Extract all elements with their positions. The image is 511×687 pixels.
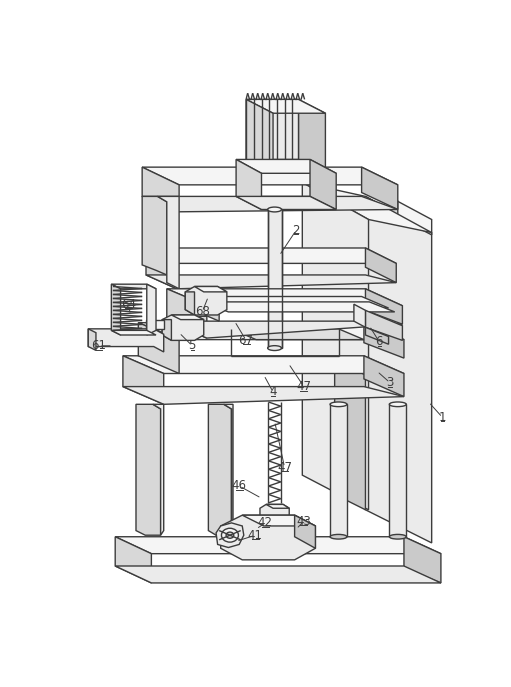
Polygon shape xyxy=(195,286,227,292)
Polygon shape xyxy=(242,515,315,526)
Polygon shape xyxy=(167,321,403,338)
Ellipse shape xyxy=(330,402,347,407)
Polygon shape xyxy=(146,248,177,289)
Polygon shape xyxy=(310,159,336,210)
Text: 4: 4 xyxy=(269,385,277,398)
Polygon shape xyxy=(388,196,398,217)
Polygon shape xyxy=(167,289,207,338)
Polygon shape xyxy=(266,504,289,508)
Polygon shape xyxy=(268,210,282,348)
Polygon shape xyxy=(171,315,204,319)
Text: 6: 6 xyxy=(376,335,383,348)
Polygon shape xyxy=(146,319,164,329)
Polygon shape xyxy=(230,329,364,339)
Polygon shape xyxy=(364,356,404,396)
Polygon shape xyxy=(260,504,289,519)
Polygon shape xyxy=(88,329,164,352)
Polygon shape xyxy=(246,100,273,173)
Text: 61: 61 xyxy=(91,339,106,352)
Text: 2: 2 xyxy=(292,224,300,237)
Polygon shape xyxy=(123,356,404,374)
Polygon shape xyxy=(295,515,315,548)
Text: 47: 47 xyxy=(277,461,292,474)
Polygon shape xyxy=(138,323,404,339)
Polygon shape xyxy=(335,359,365,510)
Polygon shape xyxy=(365,248,396,282)
Polygon shape xyxy=(185,292,195,315)
Text: 47: 47 xyxy=(296,380,311,393)
Polygon shape xyxy=(388,196,432,235)
Ellipse shape xyxy=(226,532,234,539)
Polygon shape xyxy=(208,405,231,535)
Text: 42: 42 xyxy=(258,517,273,530)
Polygon shape xyxy=(147,284,156,335)
Polygon shape xyxy=(115,537,441,554)
Polygon shape xyxy=(111,284,121,335)
Polygon shape xyxy=(142,167,179,212)
Polygon shape xyxy=(364,323,404,358)
Polygon shape xyxy=(246,100,326,113)
Polygon shape xyxy=(111,284,156,289)
Text: 68: 68 xyxy=(195,306,210,318)
Polygon shape xyxy=(236,196,336,210)
Text: 1: 1 xyxy=(439,411,446,424)
Polygon shape xyxy=(365,311,403,340)
Text: 46: 46 xyxy=(231,480,247,493)
Polygon shape xyxy=(192,297,388,308)
Text: 41: 41 xyxy=(248,529,263,542)
Polygon shape xyxy=(236,159,262,210)
Ellipse shape xyxy=(221,528,239,542)
Polygon shape xyxy=(362,167,398,210)
Ellipse shape xyxy=(389,534,406,539)
Polygon shape xyxy=(115,566,441,583)
Text: 64: 64 xyxy=(121,297,136,311)
Polygon shape xyxy=(354,304,365,327)
Polygon shape xyxy=(162,315,204,340)
Polygon shape xyxy=(138,323,179,374)
Polygon shape xyxy=(153,405,164,535)
Polygon shape xyxy=(142,167,398,185)
Polygon shape xyxy=(142,196,167,275)
Polygon shape xyxy=(115,537,151,583)
Text: 5: 5 xyxy=(189,339,196,352)
Polygon shape xyxy=(167,289,403,306)
Polygon shape xyxy=(142,196,398,212)
Polygon shape xyxy=(221,515,315,560)
Polygon shape xyxy=(246,100,298,159)
Text: 43: 43 xyxy=(296,515,311,528)
Polygon shape xyxy=(136,405,160,535)
Text: 67: 67 xyxy=(239,334,253,347)
Polygon shape xyxy=(192,297,219,321)
Polygon shape xyxy=(303,183,432,233)
Polygon shape xyxy=(185,286,227,315)
Polygon shape xyxy=(162,319,171,340)
Polygon shape xyxy=(88,329,96,350)
Polygon shape xyxy=(330,405,347,537)
Polygon shape xyxy=(157,196,179,289)
Polygon shape xyxy=(389,405,406,537)
Polygon shape xyxy=(303,183,368,510)
Polygon shape xyxy=(365,196,432,543)
Polygon shape xyxy=(123,356,164,405)
Text: 3: 3 xyxy=(386,376,394,390)
Polygon shape xyxy=(404,537,441,583)
Polygon shape xyxy=(236,159,336,173)
Polygon shape xyxy=(146,248,396,263)
Ellipse shape xyxy=(389,402,406,407)
Ellipse shape xyxy=(268,207,282,212)
Polygon shape xyxy=(146,275,396,289)
Polygon shape xyxy=(202,302,394,312)
Polygon shape xyxy=(224,405,233,535)
Polygon shape xyxy=(365,327,388,344)
Polygon shape xyxy=(123,387,404,405)
Polygon shape xyxy=(365,289,403,324)
Ellipse shape xyxy=(268,346,282,350)
Polygon shape xyxy=(111,330,156,335)
Polygon shape xyxy=(216,523,244,548)
Ellipse shape xyxy=(330,534,347,539)
Polygon shape xyxy=(298,100,326,173)
